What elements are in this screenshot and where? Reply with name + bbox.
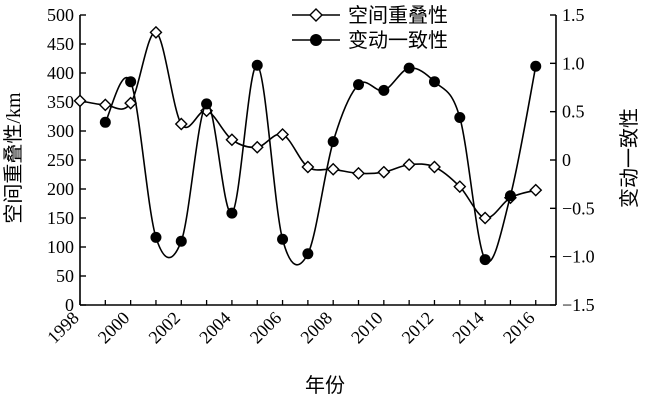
x-tick-label: 2016 — [499, 308, 539, 348]
data-point-diamond — [427, 160, 441, 174]
data-point-circle — [251, 59, 263, 71]
y-right-tick-label: −1.5 — [562, 295, 595, 315]
data-point-diamond — [529, 183, 543, 197]
x-axis-title: 年份 — [305, 374, 345, 397]
data-point-diamond — [225, 133, 239, 147]
y-left-tick-label: 450 — [47, 34, 74, 54]
y-left-tick-label: 50 — [56, 266, 74, 286]
data-point-diamond — [174, 117, 188, 131]
legend-marker-circle — [310, 34, 322, 46]
y-axis-right-title: 变动一致性 — [618, 108, 641, 208]
data-point-diamond — [352, 166, 366, 180]
data-point-circle — [454, 111, 466, 123]
x-tick-label: 2002 — [145, 308, 185, 348]
data-point-circle — [201, 98, 213, 110]
data-point-diamond — [453, 180, 467, 194]
y-left-tick-label: 0 — [65, 295, 74, 315]
x-tick-label: 2004 — [195, 308, 235, 348]
y-right-tick-label: 0.5 — [562, 102, 585, 122]
y-left-tick-label: 500 — [47, 5, 74, 25]
legend-marker-diamond — [309, 8, 323, 22]
y-left-tick-label: 150 — [47, 208, 74, 228]
y-left-tick-label: 100 — [47, 237, 74, 257]
x-tick-label: 2014 — [448, 308, 488, 348]
y-right-tick-label: 1.0 — [562, 53, 585, 73]
y-left-tick-label: 200 — [47, 179, 74, 199]
data-point-circle — [327, 136, 339, 148]
data-point-diamond — [402, 158, 416, 172]
data-point-circle — [378, 84, 390, 96]
y-right-tick-label: −1.0 — [562, 247, 595, 267]
y-right-tick-label: 0 — [562, 150, 571, 170]
data-point-diamond — [73, 94, 87, 108]
x-tick-label: 2000 — [94, 308, 134, 348]
legend-label-2: 变动一致性 — [348, 29, 448, 52]
data-point-diamond — [149, 25, 163, 39]
y-right-tick-label: −0.5 — [562, 198, 595, 218]
x-tick-label: 2010 — [347, 308, 387, 348]
y-axis-left-title: 空间重叠性/km — [2, 92, 25, 224]
x-tick-label: 2008 — [296, 308, 336, 348]
data-point-circle — [175, 235, 187, 247]
axes: 0 50 100 150 200 250 300 350 400 450 500 −1.5 −1.0 −0… — [43, 5, 594, 347]
data-point-circle — [353, 79, 365, 91]
data-point-circle — [403, 62, 415, 74]
y-left-tick-label: 300 — [47, 121, 74, 141]
data-point-diamond — [478, 211, 492, 225]
data-point-diamond — [276, 127, 290, 141]
data-point-diamond — [98, 98, 112, 112]
legend-label-1: 空间重叠性 — [348, 4, 448, 27]
data-point-diamond — [250, 140, 264, 154]
data-point-circle — [99, 116, 111, 128]
data-point-circle — [479, 254, 491, 266]
data-point-diamond — [377, 165, 391, 179]
x-tick-label: 1998 — [43, 308, 83, 348]
y-left-tick-label: 400 — [47, 63, 74, 83]
data-point-circle — [150, 231, 162, 243]
data-point-diamond — [124, 96, 138, 110]
data-point-circle — [504, 190, 516, 202]
x-tick-label: 2012 — [398, 308, 438, 348]
data-point-circle — [530, 60, 542, 72]
data-point-circle — [277, 233, 289, 245]
data-point-circle — [226, 207, 238, 219]
y-right-tick-label: 1.5 — [562, 5, 585, 25]
data-point-diamond — [326, 162, 340, 176]
data-point-circle — [428, 76, 440, 88]
series-line-2 — [104, 64, 537, 266]
y-left-tick-label: 350 — [47, 92, 74, 112]
data-point-circle — [125, 76, 137, 88]
series-layer — [73, 25, 543, 266]
y-left-tick-label: 250 — [47, 150, 74, 170]
x-tick-label: 2006 — [246, 308, 286, 348]
data-point-diamond — [301, 160, 315, 174]
data-point-circle — [302, 248, 314, 260]
